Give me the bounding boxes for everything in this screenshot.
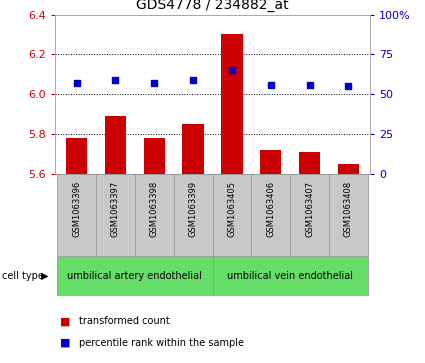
Bar	[57, 256, 212, 296]
Point	[73, 80, 80, 86]
Text: umbilical artery endothelial: umbilical artery endothelial	[68, 271, 202, 281]
Text: ▶: ▶	[41, 271, 48, 281]
Bar	[57, 174, 96, 256]
Bar	[260, 150, 281, 174]
Text: GSM1063399: GSM1063399	[189, 181, 198, 237]
Point	[112, 77, 119, 83]
Point	[229, 68, 235, 73]
Text: percentile rank within the sample: percentile rank within the sample	[79, 338, 244, 348]
Bar	[338, 164, 359, 174]
Bar	[251, 174, 290, 256]
Point	[306, 82, 313, 88]
Point	[267, 82, 274, 88]
Bar	[299, 152, 320, 174]
Point	[151, 80, 158, 86]
Point	[345, 83, 352, 89]
Text: cell type: cell type	[2, 271, 44, 281]
Text: umbilical vein endothelial: umbilical vein endothelial	[227, 271, 353, 281]
Bar	[329, 174, 368, 256]
Bar	[174, 174, 212, 256]
Text: GSM1063397: GSM1063397	[111, 181, 120, 237]
Point	[190, 77, 196, 83]
Text: ■: ■	[60, 338, 70, 348]
Text: GSM1063406: GSM1063406	[266, 181, 275, 237]
Bar	[212, 256, 368, 296]
Text: GSM1063408: GSM1063408	[344, 181, 353, 237]
Bar	[135, 174, 174, 256]
Bar	[221, 34, 243, 174]
Bar	[105, 117, 126, 174]
Bar	[66, 138, 87, 174]
Text: GSM1063407: GSM1063407	[305, 181, 314, 237]
Bar	[212, 174, 251, 256]
Text: transformed count: transformed count	[79, 316, 170, 326]
Text: GSM1063396: GSM1063396	[72, 181, 81, 237]
Text: GSM1063405: GSM1063405	[227, 181, 236, 237]
Text: ■: ■	[60, 316, 70, 326]
Bar	[144, 138, 165, 174]
Title: GDS4778 / 234882_at: GDS4778 / 234882_at	[136, 0, 289, 12]
Text: GSM1063398: GSM1063398	[150, 181, 159, 237]
Bar	[182, 125, 204, 174]
Bar	[96, 174, 135, 256]
Bar	[290, 174, 329, 256]
